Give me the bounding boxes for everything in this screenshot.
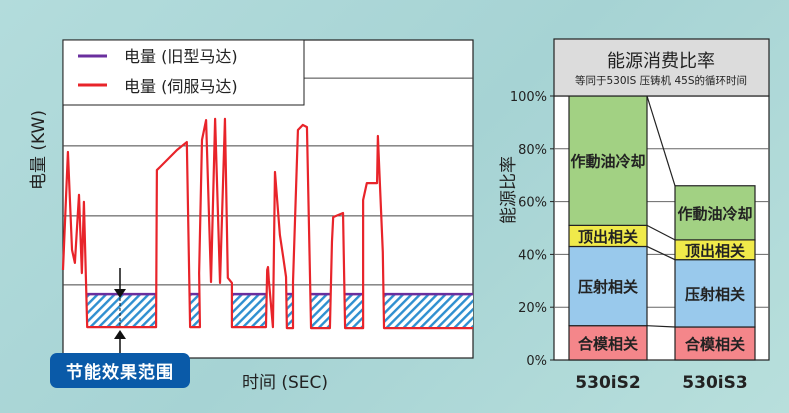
bar-segment bbox=[674, 326, 756, 361]
y-tick-label: 40% bbox=[518, 248, 547, 263]
connector-line bbox=[646, 245, 676, 261]
savings-hatched-area bbox=[384, 294, 473, 328]
bar-segment-label: 压射相关 bbox=[578, 278, 638, 296]
connector-line bbox=[646, 95, 676, 186]
x-axis-label: 时间 (SEC) bbox=[242, 373, 328, 393]
savings-arrows bbox=[114, 268, 126, 354]
legend-label-old-motor: 电量 (旧型马达) bbox=[124, 47, 238, 66]
savings-range-badge: 节能效果范围 bbox=[50, 353, 190, 388]
legend-label-servo-motor: 电量 (伺服马达) bbox=[124, 77, 238, 96]
y-tick-label: 60% bbox=[518, 196, 547, 211]
connector-line bbox=[646, 224, 676, 241]
x-tick-label: 530iS2 bbox=[575, 373, 640, 393]
y-tick-label: 0% bbox=[526, 354, 547, 369]
y-tick-label: 20% bbox=[518, 301, 547, 316]
energy-ratio-bar-chart: 0% 20% 40% 60% 80% 100% 合模相关 压射相关 顶出相关 作動油冷却 530i… bbox=[499, 38, 770, 393]
connector-line bbox=[646, 325, 676, 328]
bar-segment bbox=[674, 259, 756, 328]
power-line-chart: 电量 (旧型马达) 电量 (伺服马达) 电量 (KW) 时间 (SEC) bbox=[29, 39, 474, 393]
bar-segment-label: 顶出相关 bbox=[578, 228, 638, 246]
savings-hatched-area bbox=[87, 294, 157, 328]
savings-hatched-area bbox=[345, 294, 364, 328]
y-axis-label: 能源比率 bbox=[499, 156, 519, 224]
chart-subtitle: 等同于530IS 压铸机 45S的循环时间 bbox=[575, 74, 747, 87]
y-axis-label: 电量 (KW) bbox=[29, 110, 49, 190]
bar-segment-label: 合模相关 bbox=[684, 336, 745, 354]
savings-hatched-area bbox=[231, 294, 266, 328]
y-tick-label: 80% bbox=[518, 143, 547, 158]
y-tick-label: 100% bbox=[510, 90, 547, 105]
bar-segment-label: 顶出相关 bbox=[685, 242, 745, 260]
bar-segment bbox=[674, 185, 756, 241]
x-tick-label: 530iS3 bbox=[682, 373, 747, 393]
savings-hatched-area bbox=[286, 294, 294, 328]
title-box bbox=[553, 38, 770, 97]
series-servo-motor-line bbox=[61, 117, 473, 330]
bar-segment-label: 作動油冷却 bbox=[677, 205, 752, 223]
bar-segment bbox=[568, 245, 648, 327]
bar-segment-label: 合模相关 bbox=[577, 335, 638, 353]
savings-hatched-area bbox=[311, 294, 330, 328]
bar-segment bbox=[568, 95, 648, 226]
bar-segment-label: 作動油冷却 bbox=[570, 153, 645, 171]
bar-segment-label: 压射相关 bbox=[685, 285, 745, 303]
legend: 电量 (旧型马达) 电量 (伺服马达) bbox=[62, 39, 305, 106]
savings-hatched-area bbox=[190, 294, 200, 328]
chart-title: 能源消费比率 bbox=[607, 51, 715, 72]
